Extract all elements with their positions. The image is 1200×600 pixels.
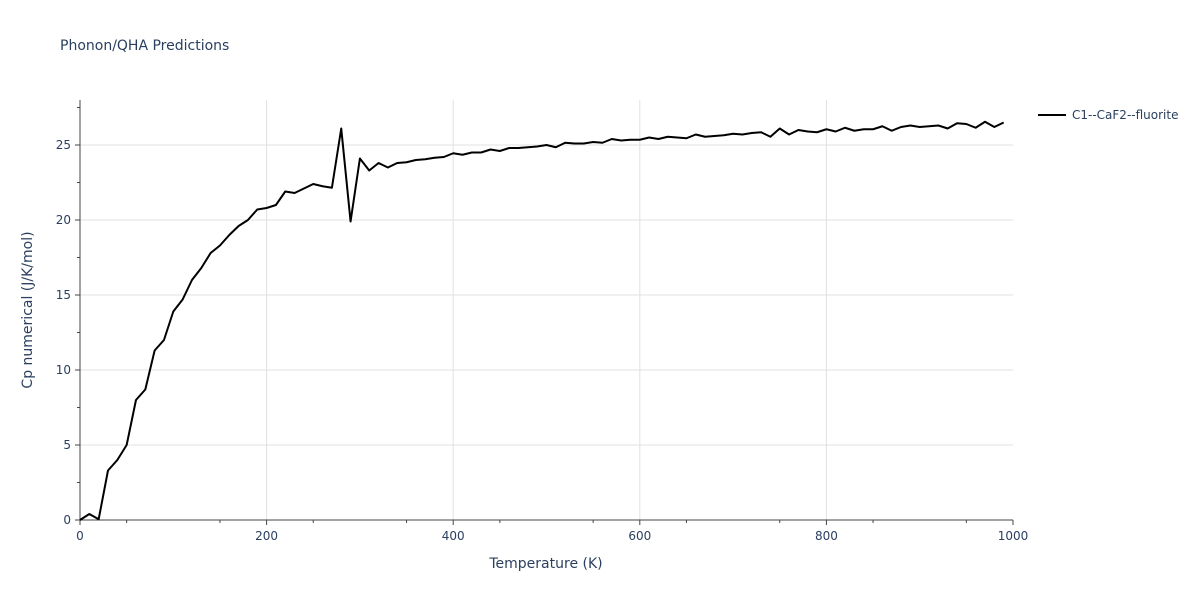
y-axis-ticks: 0 5 10 15 20 25 (56, 107, 80, 527)
x-tick-label: 1000 (998, 529, 1029, 543)
y-tick-label: 15 (56, 288, 71, 302)
series-layer (79, 120, 1005, 521)
y-tick-label: 20 (56, 213, 71, 227)
x-tick-label: 800 (815, 529, 838, 543)
legend[interactable]: C1--CaF2--fluorite (1038, 108, 1178, 122)
x-tick-label: 0 (76, 529, 84, 543)
y-tick-label: 10 (56, 363, 71, 377)
y-tick-label: 5 (63, 438, 71, 452)
x-axis-ticks: 0 200 400 600 800 1000 (76, 520, 1028, 543)
y-tick-label: 0 (63, 513, 71, 527)
y-tick-label: 25 (56, 138, 71, 152)
series-line (79, 120, 1005, 521)
legend-label: C1--CaF2--fluorite (1072, 108, 1178, 122)
x-tick-label: 200 (255, 529, 278, 543)
y-gridlines (80, 144, 1013, 446)
x-tick-label: 600 (628, 529, 651, 543)
x-axis-title: Temperature (K) (488, 556, 602, 572)
y-axis-title: Cp numerical (J/K/mol) (20, 231, 36, 388)
x-gridlines (266, 100, 827, 520)
x-tick-label: 400 (442, 529, 465, 543)
chart-title: Phonon/QHA Predictions (60, 38, 229, 54)
